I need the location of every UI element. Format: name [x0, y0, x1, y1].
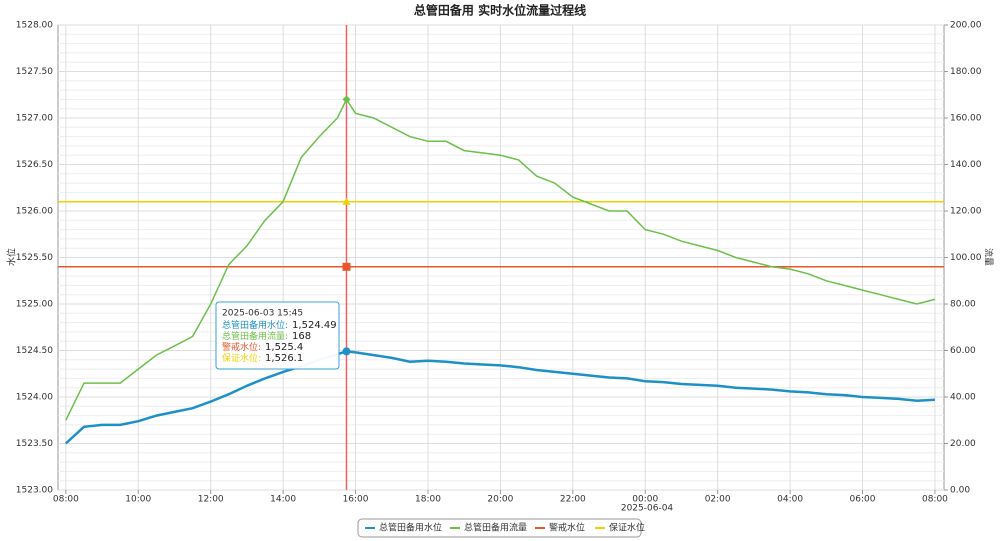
x-tick-label: 16:00 [343, 495, 369, 505]
y-tick-label: 1525.00 [16, 300, 53, 310]
y2-tick-label: 200.00 [950, 21, 982, 31]
y2-tick-label: 80.00 [950, 300, 976, 310]
point-marker [342, 197, 351, 205]
legend-label: 警戒水位 [549, 522, 585, 534]
legend-label: 保证水位 [609, 522, 645, 534]
tooltip-label: 总管田备用水位: 1,524.49 [222, 319, 337, 332]
tooltip-box [215, 301, 340, 370]
y2-tick-label: 140.00 [950, 160, 982, 170]
tooltip-label: 警戒水位: 1,525.4 [222, 341, 303, 354]
x-tick-label: 02:00 [705, 495, 731, 505]
tooltip-value: 1,524.49 [292, 320, 337, 331]
point-marker [342, 347, 351, 356]
y2-tick-label: 120.00 [950, 207, 982, 217]
tooltip-name: 警戒水位: [222, 341, 261, 353]
tooltip-label: 总管田备用流量: 168 [222, 330, 311, 343]
x-date-label: 2025-06-04 [621, 504, 674, 514]
x-tick-label: 00:00 [632, 495, 658, 505]
point-marker [342, 262, 351, 271]
x-tick-label: 12:00 [198, 495, 224, 505]
legend-label: 总管田备用水位 [379, 522, 442, 534]
tooltip-value: 1,526.1 [265, 353, 303, 364]
y-tick-label: 1524.50 [16, 346, 53, 356]
y-tick-label: 1523.00 [16, 486, 53, 496]
y2-tick-label: 160.00 [950, 114, 982, 124]
chart-title: 总管田备用 实时水位流量过程线 [414, 3, 586, 18]
x-tick-label: 08:00 [53, 495, 79, 505]
tooltip-value: 168 [292, 331, 311, 342]
y-tick-label: 1527.00 [16, 114, 53, 124]
tooltip-title: 2025-06-03 15:45 [222, 309, 303, 319]
y-tick-label: 1526.00 [16, 207, 53, 217]
x-tick-label: 04:00 [777, 495, 803, 505]
x-tick-label: 14:00 [270, 495, 296, 505]
series-line [65, 97, 936, 421]
x-tick-label: 22:00 [560, 495, 586, 505]
y2-tick-label: 100.00 [950, 253, 982, 263]
tooltip-value: 1,525.4 [265, 342, 303, 353]
y2-tick-label: 60.00 [950, 346, 976, 356]
y2-tick-label: 180.00 [950, 67, 982, 77]
y-tick-label: 1524.00 [16, 393, 53, 403]
x-tick-label: 08:00 [922, 495, 948, 505]
legend-label: 总管田备用流量 [464, 522, 527, 534]
legend-box [357, 518, 642, 538]
y-tick-label: 1528.00 [16, 21, 53, 31]
tooltip-name: 保证水位: [222, 352, 261, 364]
x-tick-label: 20:00 [487, 495, 513, 505]
y-axis-label: 水位 [6, 248, 18, 266]
y-tick-label: 1525.50 [16, 253, 53, 263]
y-tick-label: 1526.50 [16, 160, 53, 170]
y-tick-label: 1523.50 [16, 439, 53, 449]
tooltip-name: 总管田备用流量: [222, 330, 288, 342]
x-tick-label: 18:00 [415, 495, 441, 505]
y2-axis-label: 流量 [983, 248, 995, 266]
y2-tick-label: 0.00 [950, 486, 970, 496]
y-tick-label: 1527.50 [16, 67, 53, 77]
x-tick-label: 06:00 [850, 495, 876, 505]
series-line [64, 350, 935, 445]
tooltip-name: 总管田备用水位: [222, 319, 288, 331]
y2-tick-label: 40.00 [950, 393, 976, 403]
point-marker [342, 95, 351, 104]
y2-tick-label: 20.00 [950, 439, 976, 449]
x-tick-label: 10:00 [125, 495, 151, 505]
tooltip-label: 保证水位: 1,526.1 [222, 352, 303, 365]
